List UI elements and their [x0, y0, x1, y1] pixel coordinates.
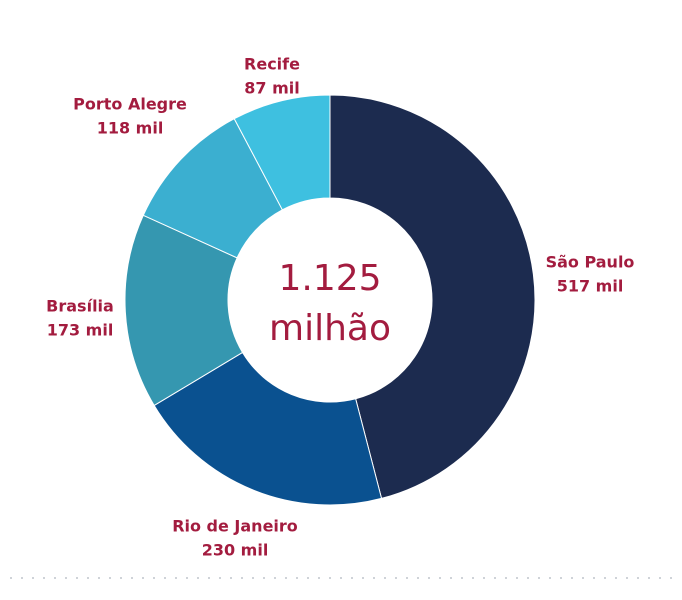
center-value: 1.125 [278, 258, 381, 299]
slice-value-label: 118 mil [97, 119, 164, 138]
slice-value-label: 173 mil [47, 321, 114, 340]
donut-slice [329, 94, 536, 500]
slice-value-label: 517 mil [557, 277, 624, 296]
center-unit: milhão [269, 308, 391, 349]
slice-label: Porto Alegre [73, 95, 187, 114]
slice-label: Rio de Janeiro [172, 517, 298, 536]
donut-slice [124, 214, 244, 407]
slice-value-label: 87 mil [244, 79, 299, 98]
donut-slice [153, 351, 383, 506]
slice-label: Brasília [46, 297, 114, 316]
donut-slice [233, 94, 331, 211]
slice-label: São Paulo [546, 253, 635, 272]
slice-value-label: 230 mil [202, 541, 269, 560]
slice-label: Recife [244, 55, 300, 74]
